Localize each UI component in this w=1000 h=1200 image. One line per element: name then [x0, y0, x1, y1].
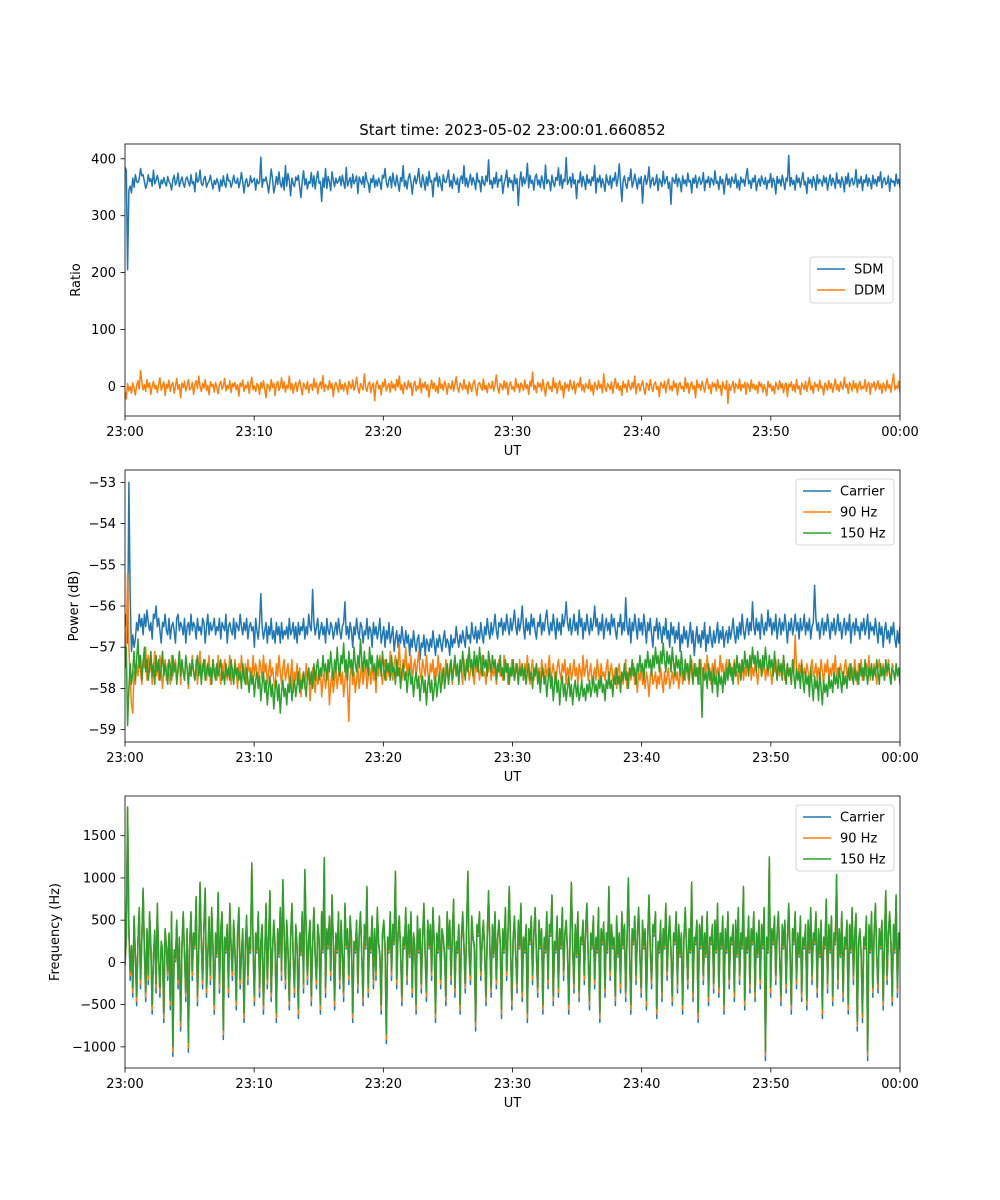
x-tick-label: 23:20	[365, 425, 402, 440]
y-tick-label: 100	[91, 323, 116, 338]
figure-title: Start time: 2023-05-02 23:00:01.660852	[359, 121, 665, 139]
x-axis-label: UT	[504, 444, 522, 459]
y-tick-label: −53	[89, 476, 116, 491]
x-tick-label: 23:50	[752, 1077, 789, 1092]
x-tick-label: 23:10	[235, 425, 272, 440]
x-tick-label: 23:40	[623, 425, 660, 440]
legend-label: 90 Hz	[840, 832, 877, 847]
y-tick-label: −58	[89, 682, 116, 697]
frequency-panel: 23:00 23:10 23:20 23:30 23:40 23:50 00:00 −1000…	[48, 795, 919, 1111]
y-tick-label: −54	[89, 517, 116, 532]
x-tick-label: 23:30	[494, 751, 531, 766]
x-tick-label: 00:00	[881, 425, 918, 440]
y-axis-label: Ratio	[69, 263, 84, 296]
power-panel: 23:00 23:10 23:20 23:30 23:40 23:50 00:00 −59 −5…	[67, 469, 919, 785]
y-axis-label: Frequency (Hz)	[48, 883, 63, 981]
x-tick-label: 23:50	[752, 425, 789, 440]
y-tick-label: 300	[91, 209, 116, 224]
legend-label: 90 Hz	[840, 506, 877, 521]
y-tick-label: −59	[89, 723, 116, 738]
x-tick-label: 23:10	[235, 1077, 272, 1092]
series-line-90-hz	[125, 572, 895, 723]
legend: Carrier 90 Hz 150 Hz	[795, 804, 895, 872]
y-tick-label: 200	[91, 266, 116, 281]
legend-box	[795, 478, 895, 546]
series-line-sdm	[125, 154, 900, 271]
legend-box	[795, 804, 895, 872]
x-tick-label: 23:00	[106, 425, 143, 440]
x-tick-label: 23:00	[106, 1077, 143, 1092]
y-tick-label: −55	[89, 558, 116, 573]
legend-label: SDM	[854, 263, 883, 278]
series-lines	[125, 806, 900, 1062]
series-line-carrier	[125, 481, 900, 661]
series-line-150-hz	[125, 638, 900, 727]
x-axis-label: UT	[504, 1096, 522, 1111]
y-tick-label: 0	[108, 956, 116, 971]
x-tick-label: 00:00	[881, 751, 918, 766]
legend: SDM DDM	[809, 256, 894, 304]
series-lines	[125, 154, 900, 405]
y-tick-label: −500	[80, 998, 116, 1013]
y-tick-label: −57	[89, 641, 116, 656]
x-tick-label: 23:50	[752, 751, 789, 766]
y-tick-label: 1000	[83, 871, 116, 886]
legend: Carrier 90 Hz 150 Hz	[795, 478, 895, 546]
series-line-ddm	[125, 369, 900, 405]
series-lines	[125, 481, 900, 727]
x-tick-label: 23:30	[494, 425, 531, 440]
legend-label: Carrier	[840, 811, 885, 826]
legend-label: DDM	[854, 284, 885, 299]
legend-label: Carrier	[840, 485, 885, 500]
y-axis-label: Power (dB)	[67, 571, 82, 642]
x-tick-label: 00:00	[881, 1077, 918, 1092]
x-tick-label: 23:40	[623, 751, 660, 766]
legend-label: 150 Hz	[840, 853, 886, 868]
x-tick-label: 23:30	[494, 1077, 531, 1092]
x-tick-label: 23:20	[365, 1077, 402, 1092]
y-tick-label: 500	[91, 914, 116, 929]
series-line-150-hz	[125, 806, 900, 1052]
legend-label: 150 Hz	[840, 527, 886, 542]
x-axis-label: UT	[504, 770, 522, 785]
x-tick-label: 23:40	[623, 1077, 660, 1092]
ratio-panel: 23:00 23:10 23:20 23:30 23:40 23:50 00:00 0 100 2…	[69, 143, 919, 459]
x-tick-label: 23:10	[235, 751, 272, 766]
y-tick-label: −56	[89, 600, 116, 615]
y-tick-label: −1000	[72, 1040, 116, 1055]
axes-frame	[124, 469, 901, 743]
y-tick-label: 400	[91, 152, 116, 167]
x-tick-label: 23:20	[365, 751, 402, 766]
x-tick-label: 23:00	[106, 751, 143, 766]
y-tick-label: 0	[108, 380, 116, 395]
y-tick-label: 1500	[83, 829, 116, 844]
